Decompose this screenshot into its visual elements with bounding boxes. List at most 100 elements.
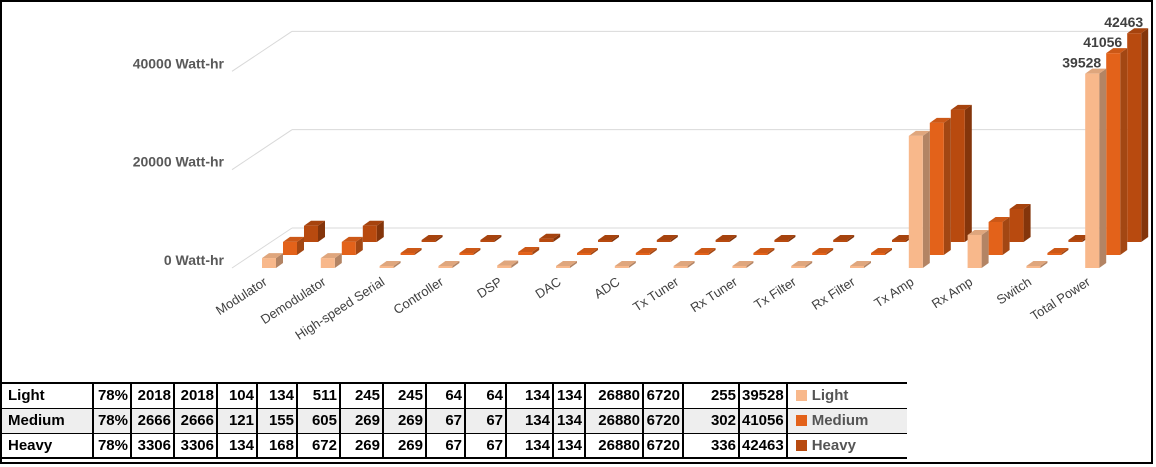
bar-side (628, 261, 636, 268)
bar-front (379, 266, 394, 268)
bar-heavy (715, 235, 737, 242)
gridline-depth (231, 30, 293, 72)
bar-medium (341, 236, 363, 255)
bar-medium (635, 248, 657, 255)
bar-top (320, 253, 342, 259)
bar-front (539, 238, 554, 242)
bar-top (459, 248, 481, 253)
bar-top (833, 235, 855, 240)
bar-top (400, 248, 422, 253)
bar-side (393, 261, 401, 268)
bar-side (805, 261, 813, 268)
bar-top (1127, 28, 1149, 34)
table-row: Heavy 78% 3306 3306 134 168 672 269 269 67 67 134 13… (0, 433, 907, 458)
bar-medium (871, 248, 892, 255)
bar-heavy (362, 220, 384, 242)
data-label: 39528 (1062, 55, 1101, 71)
bar-light (556, 261, 577, 268)
y-tick-label: 0 Watt-hr (164, 252, 225, 268)
bar-side (1099, 68, 1107, 269)
bar-front (694, 253, 709, 255)
bar-medium (929, 117, 951, 255)
bar-side (788, 235, 796, 242)
bar-heavy (421, 235, 443, 242)
row-label: Light (0, 383, 94, 408)
bar-top (480, 235, 502, 240)
bar-front (438, 266, 453, 268)
data-table: Light 78% 2018 2018 104 134 511 245 245 64 64 134 13… (0, 382, 907, 459)
bar-top (283, 236, 304, 242)
x-tick-label: Controller (391, 274, 447, 318)
bar-side (511, 260, 519, 268)
bar-side (591, 248, 598, 255)
bar-side (435, 235, 443, 242)
bar-light (614, 261, 636, 268)
bar-top (556, 261, 577, 266)
table-cell: 67 (426, 408, 466, 433)
bar-side (276, 253, 283, 268)
bar-top (715, 235, 737, 240)
bar-light (497, 260, 519, 268)
table-cell: 39528 (739, 383, 788, 408)
bar-side (414, 248, 422, 255)
bar-side (1002, 216, 1010, 255)
bar-top (1085, 68, 1107, 74)
legend-label: Light (811, 387, 849, 405)
bar-front (400, 253, 415, 255)
bar-top (892, 235, 913, 240)
bar-side (1061, 248, 1069, 255)
bar-side (553, 233, 561, 242)
bar-front (656, 240, 671, 242)
table-cell: 64 (465, 383, 507, 408)
table-cell: 78% (93, 433, 132, 458)
bar-front (1068, 240, 1083, 242)
bar-front (1106, 53, 1121, 256)
bar-front (732, 266, 747, 268)
table-cell: 134 (257, 383, 298, 408)
bar-front (497, 265, 512, 268)
bar-light (438, 261, 460, 268)
bar-medium (1106, 48, 1128, 256)
bar-side (1120, 48, 1128, 256)
bar-front (459, 253, 474, 255)
data-label: 42463 (1104, 14, 1143, 30)
x-tick-label: ADC (591, 274, 622, 302)
bar-top (341, 236, 363, 242)
bar-side (297, 236, 304, 255)
bar-side (318, 220, 325, 242)
bar-side (1023, 203, 1031, 242)
legend-label: Medium (811, 412, 869, 429)
legend-item: Medium (786, 408, 907, 433)
bar-heavy (480, 235, 502, 242)
bar-front (556, 266, 570, 268)
bar-top (635, 248, 657, 253)
y-tick-label: 20000 Watt-hr (133, 154, 225, 170)
bar-front (673, 266, 688, 268)
bar-front (753, 253, 768, 255)
table-cell: 121 (217, 408, 258, 433)
bar-side (687, 261, 695, 268)
x-tick-label: Tx Filter (751, 274, 799, 313)
bar-side (1141, 28, 1149, 242)
bar-top (598, 235, 619, 240)
bar-side (864, 261, 871, 268)
bar-medium (988, 216, 1010, 255)
bar-top (908, 130, 930, 136)
table-cell: 134 (553, 383, 586, 408)
bar-heavy (304, 220, 325, 242)
table-cell: 269 (340, 433, 384, 458)
bar-top (379, 261, 401, 266)
data-label: 41056 (1083, 34, 1122, 50)
legend-swatch (795, 390, 807, 402)
bar-top (988, 216, 1010, 222)
bar-light (908, 130, 930, 268)
table-cell: 26880 (585, 433, 644, 458)
gridline-depth (231, 227, 293, 269)
x-tick-label: DAC (532, 274, 563, 302)
bar-front (791, 266, 806, 268)
table-cell: 134 (506, 408, 554, 433)
table-cell: 134 (553, 408, 586, 433)
bar-front (1085, 73, 1100, 269)
bar-medium (518, 247, 540, 255)
